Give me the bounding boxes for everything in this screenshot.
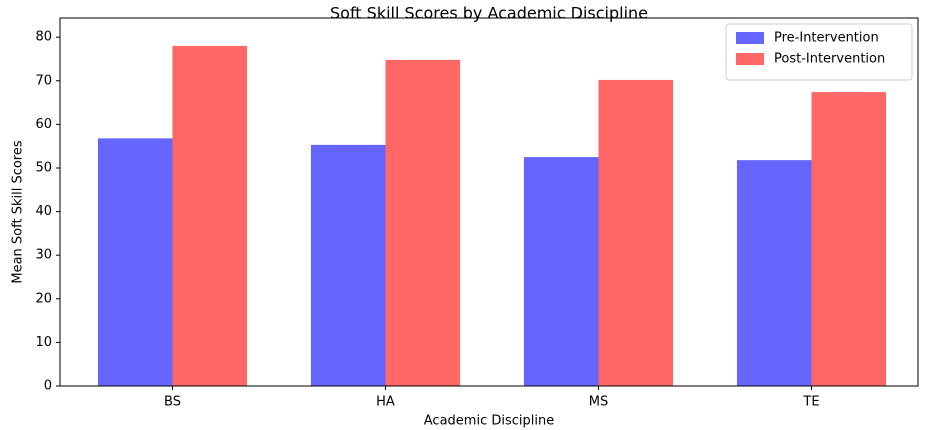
x-tick-label: MS (589, 395, 608, 410)
legend-label: Post-Intervention (774, 52, 885, 67)
legend-label: Pre-Intervention (774, 31, 879, 46)
x-tick-label: BS (164, 395, 181, 410)
y-tick-label: 80 (35, 30, 52, 45)
bar (523, 157, 599, 386)
y-tick-label: 30 (35, 248, 52, 263)
bar (598, 79, 674, 387)
y-tick-label: 0 (44, 379, 52, 394)
legend-box (725, 23, 913, 81)
y-tick-label: 60 (35, 117, 52, 132)
chart-title: Soft Skill Scores by Academic Discipline (330, 4, 648, 23)
y-tick-label: 10 (35, 335, 52, 350)
y-tick-label: 50 (35, 160, 52, 175)
y-tick-label: 40 (35, 204, 52, 219)
x-tick-label: TE (802, 395, 819, 410)
legend-swatch (736, 32, 764, 44)
y-tick-label: 20 (35, 291, 52, 306)
x-tick-label: HA (376, 395, 395, 410)
y-tick-label: 70 (35, 73, 52, 88)
bar (310, 144, 386, 386)
bar (736, 160, 812, 386)
bar (385, 59, 461, 386)
bar (172, 45, 248, 386)
x-axis-label: Academic Discipline (424, 414, 554, 429)
bar (97, 138, 173, 386)
bar (811, 92, 887, 386)
plot-frame (59, 17, 919, 387)
legend-swatch (736, 53, 764, 65)
y-axis-label: Mean Soft Skill Scores (11, 140, 26, 283)
